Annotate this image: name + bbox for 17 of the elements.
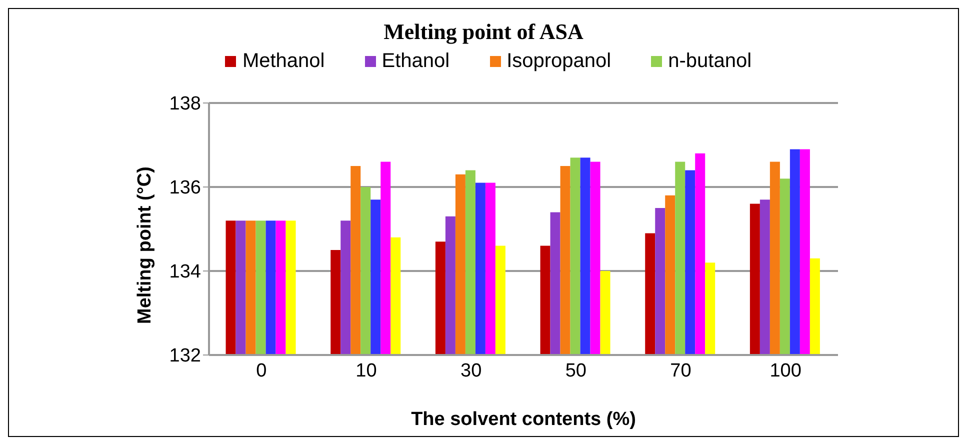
- legend-label: Isopropanol: [506, 50, 612, 73]
- x-tick-label: 10: [356, 360, 377, 382]
- x-tick-label: 30: [460, 360, 482, 382]
- legend-label: Methanol: [241, 50, 325, 73]
- x-axis-title: The solvent contents (%): [411, 409, 636, 430]
- y-axis-title: Melting point (°C): [134, 166, 156, 324]
- y-tick-label: 136: [169, 178, 201, 199]
- x-tick-label: 70: [670, 360, 692, 382]
- legend-label: n-butanol: [667, 50, 752, 73]
- y-tick-label: 138: [169, 94, 201, 115]
- x-tick-label: 50: [565, 360, 586, 382]
- legend-label: Ethanol: [380, 50, 450, 73]
- chart-title: Melting point of ASA: [382, 19, 584, 45]
- y-tick-label: 134: [169, 262, 202, 283]
- x-tick-label: 100: [770, 360, 802, 382]
- y-tick-label: 132: [169, 346, 201, 367]
- x-tick-label: 0: [256, 360, 267, 382]
